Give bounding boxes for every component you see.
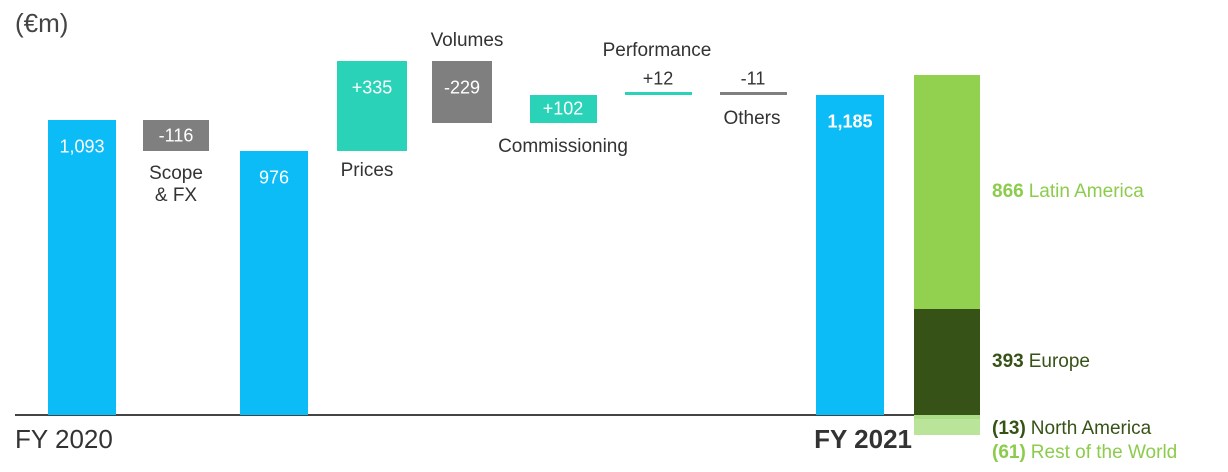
- value-label: -11: [740, 68, 766, 89]
- bar: [240, 151, 308, 415]
- value-label: +12: [642, 68, 674, 89]
- breakdown-name: Rest of the World: [1030, 442, 1178, 463]
- value-label: 1,185: [827, 111, 873, 132]
- breakdown-legend: (13) North America: [992, 418, 1151, 440]
- bar: [624, 92, 692, 96]
- breakdown-name: North America: [1030, 418, 1152, 439]
- category-label: Performance: [602, 40, 712, 61]
- category-label: Others: [723, 108, 781, 129]
- breakdown-value-label: (13): [992, 418, 1026, 439]
- category-label: Prices: [340, 160, 394, 181]
- bar: [719, 92, 787, 96]
- category-label: Scope & FX: [149, 163, 203, 206]
- bar: [48, 119, 116, 415]
- breakdown-legend: (61) Rest of the World: [992, 442, 1177, 464]
- bar: [529, 95, 597, 123]
- bar: [816, 95, 884, 415]
- breakdown-segment: [914, 308, 980, 415]
- category-label: Volumes: [430, 30, 504, 51]
- value-label: +335: [351, 77, 393, 98]
- value-label: -116: [158, 125, 194, 146]
- value-label: -229: [443, 77, 481, 98]
- value-label: 976: [258, 167, 290, 188]
- breakdown-segment: [914, 418, 980, 435]
- breakdown-legend: 866 Latin America: [992, 181, 1144, 203]
- baseline: [15, 414, 980, 416]
- bar: [337, 61, 407, 152]
- breakdown-legend: 393 Europe: [992, 351, 1090, 373]
- unit-label: (€m): [15, 8, 69, 38]
- value-label: 1,093: [59, 136, 105, 157]
- breakdown-segment: [914, 415, 980, 419]
- breakdown-value-label: 393: [992, 350, 1024, 372]
- breakdown-name: Europe: [1028, 350, 1090, 372]
- value-label: +102: [542, 98, 584, 119]
- bar: [432, 61, 492, 123]
- category-label: FY 2021: [814, 424, 912, 454]
- breakdown-segment: [914, 75, 980, 309]
- breakdown-name: Latin America: [1028, 180, 1144, 202]
- breakdown-value-label: (61): [992, 442, 1026, 463]
- category-label: FY 2020: [15, 424, 113, 454]
- bar: [143, 119, 209, 152]
- category-label: Commissioning: [498, 136, 628, 157]
- breakdown-value-label: 866: [992, 180, 1024, 202]
